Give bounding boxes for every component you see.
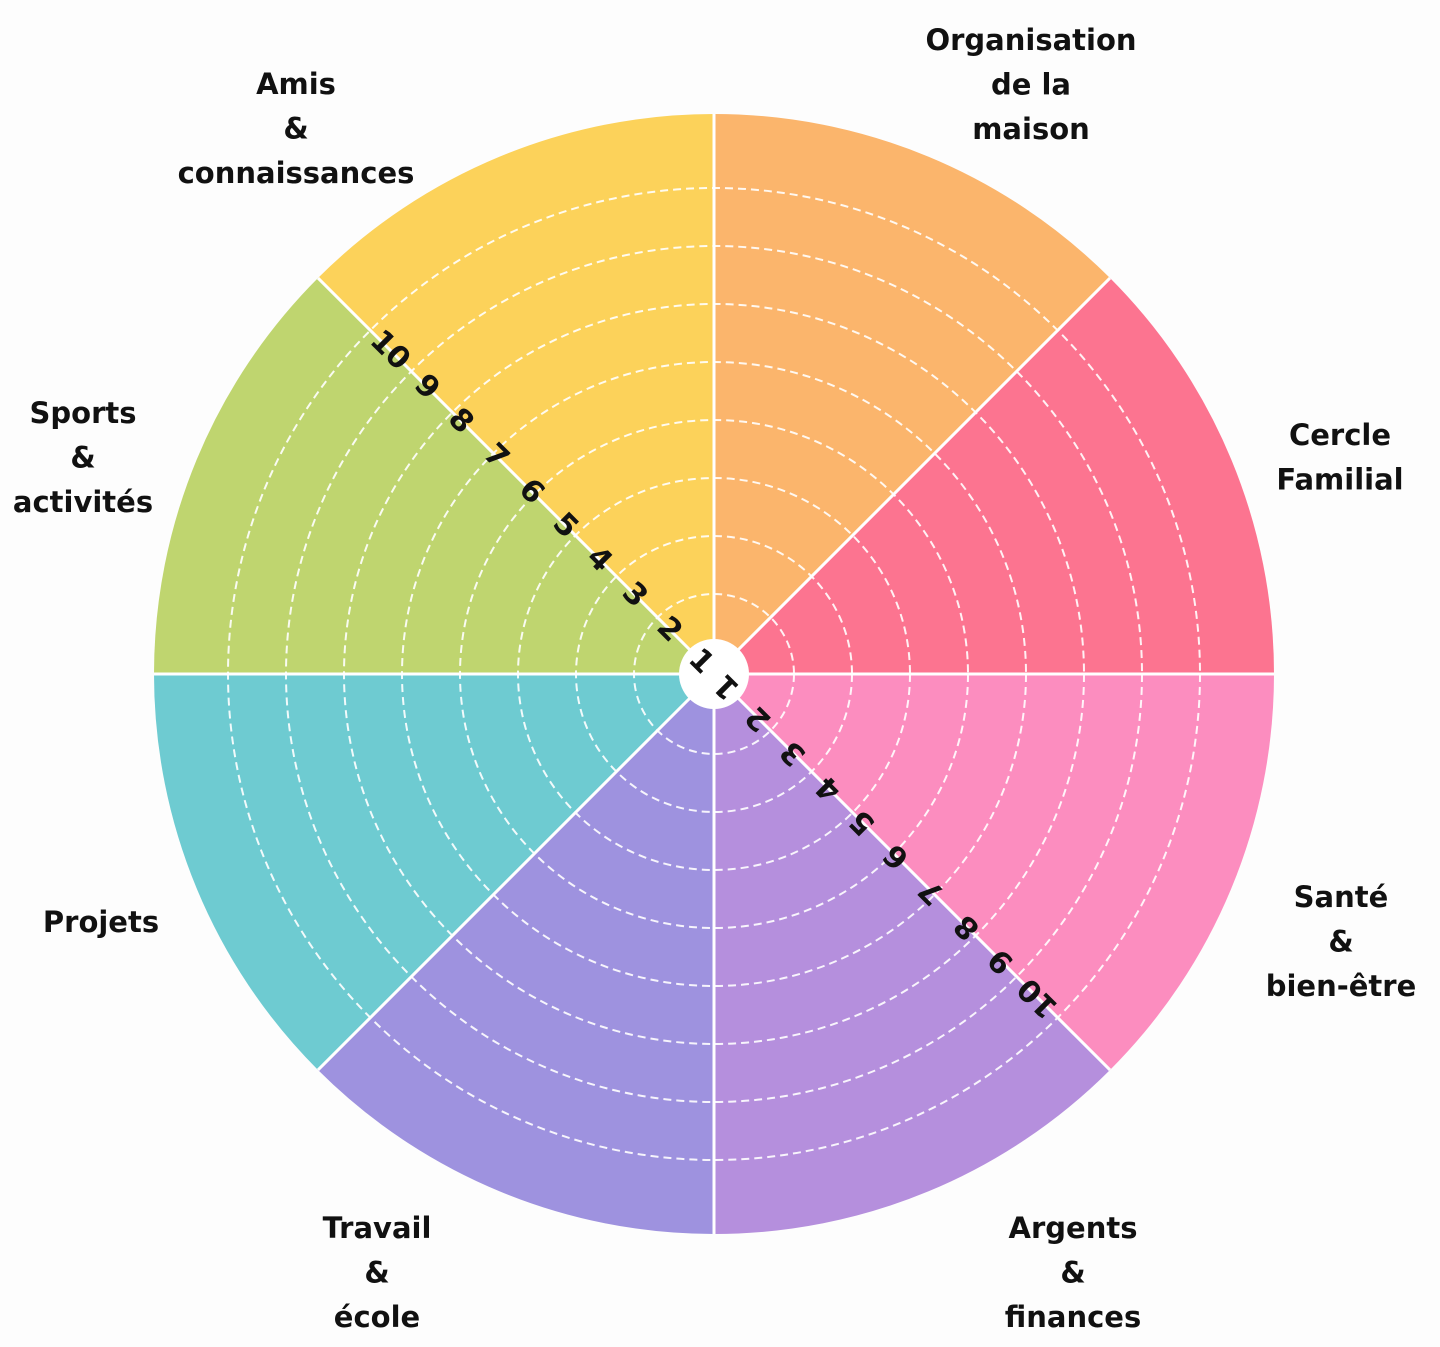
- label-amis-line-1: Amis: [256, 67, 336, 101]
- label-sante-line-1: Santé: [1294, 880, 1389, 914]
- label-amis-line-3: connaissances: [178, 156, 415, 190]
- label-projets: Projets: [43, 905, 159, 939]
- segment-cercle-familial: [714, 278, 1274, 674]
- segment-travail: [318, 674, 714, 1234]
- label-travail-line-1: Travail: [323, 1211, 432, 1245]
- label-sante-line-2: &: [1328, 925, 1353, 959]
- label-organisation-line-1: Organisation: [925, 23, 1136, 57]
- label-travail-line-3: école: [334, 1300, 420, 1334]
- label-sports-line-3: activités: [13, 485, 153, 519]
- segment-amis: [318, 114, 714, 674]
- label-sports: Sports & activités: [13, 396, 153, 519]
- label-sante-line-3: bien-être: [1266, 969, 1417, 1003]
- label-argents-line-3: finances: [1005, 1300, 1141, 1334]
- label-argents: Argents & finances: [1005, 1211, 1141, 1334]
- label-travail: Travail & école: [323, 1211, 432, 1334]
- label-cercle-familial-line-1: Cercle: [1289, 418, 1391, 452]
- divider-line: [316, 276, 716, 676]
- divider-line: [712, 276, 1112, 676]
- segment-projets: [154, 674, 714, 1070]
- segment-labels: Organisation de la maison Cercle Familial San…: [13, 23, 1416, 1334]
- segment-sports: [154, 278, 714, 674]
- label-organisation-line-2: de la: [991, 68, 1071, 102]
- label-sports-line-2: &: [70, 441, 95, 475]
- segment-argents: [714, 674, 1110, 1234]
- label-argents-line-2: &: [1060, 1256, 1085, 1290]
- segment-dividers: [154, 114, 1274, 1234]
- label-cercle-familial-line-2: Familial: [1276, 463, 1403, 497]
- label-amis: Amis & connaissances: [178, 67, 415, 190]
- label-amis-line-2: &: [283, 112, 308, 146]
- label-argents-line-1: Argents: [1009, 1211, 1138, 1245]
- label-sports-line-1: Sports: [30, 396, 137, 430]
- segment-sante: [714, 674, 1274, 1070]
- label-organisation-line-3: maison: [972, 112, 1090, 146]
- wheel-center: [679, 639, 749, 709]
- segment-organisation: [714, 114, 1110, 674]
- divider-line: [712, 672, 1112, 1072]
- label-sante: Santé & bien-être: [1266, 880, 1417, 1003]
- label-travail-line-2: &: [364, 1256, 389, 1290]
- label-cercle-familial: Cercle Familial: [1276, 418, 1403, 497]
- wheel-segments: [154, 114, 1274, 1234]
- divider-line: [316, 672, 716, 1072]
- label-organisation: Organisation de la maison: [925, 23, 1136, 146]
- label-projets-line-1: Projets: [43, 905, 159, 939]
